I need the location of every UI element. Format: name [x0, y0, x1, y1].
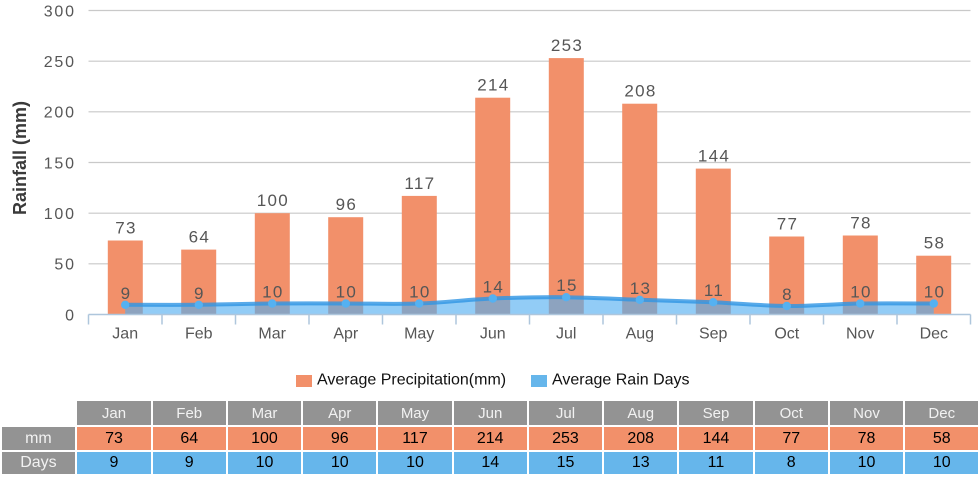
svg-text:117: 117 — [404, 174, 435, 193]
svg-text:78: 78 — [850, 214, 872, 233]
svg-text:11: 11 — [704, 281, 724, 300]
svg-text:200: 200 — [44, 105, 76, 122]
svg-text:96: 96 — [336, 195, 358, 214]
svg-text:214: 214 — [477, 76, 509, 95]
svg-text:May: May — [404, 325, 434, 342]
svg-text:13: 13 — [630, 279, 652, 298]
svg-text:144: 144 — [698, 147, 730, 166]
svg-text:10: 10 — [262, 283, 284, 302]
svg-text:Jan: Jan — [112, 325, 138, 342]
svg-text:10: 10 — [924, 283, 946, 302]
svg-text:100: 100 — [44, 206, 76, 223]
svg-text:Sep: Sep — [699, 325, 728, 342]
svg-text:Apr: Apr — [333, 325, 359, 342]
svg-text:Nov: Nov — [846, 325, 874, 342]
svg-text:0: 0 — [65, 307, 76, 324]
svg-text:Jun: Jun — [480, 325, 506, 342]
svg-text:Aug: Aug — [626, 325, 654, 342]
svg-text:Average Rain Days: Average Rain Days — [552, 372, 690, 389]
svg-text:9: 9 — [121, 284, 132, 303]
svg-text:Mar: Mar — [258, 325, 286, 342]
svg-text:100: 100 — [257, 191, 289, 210]
svg-text:Feb: Feb — [185, 325, 213, 342]
svg-text:8: 8 — [782, 285, 793, 304]
svg-text:253: 253 — [551, 36, 583, 55]
svg-text:9: 9 — [194, 284, 205, 303]
svg-text:Rainfall (mm): Rainfall (mm) — [10, 101, 30, 215]
svg-text:10: 10 — [850, 283, 872, 302]
svg-text:Dec: Dec — [920, 325, 948, 342]
svg-text:14: 14 — [483, 278, 505, 297]
svg-text:15: 15 — [556, 276, 578, 295]
svg-text:Jul: Jul — [556, 325, 576, 342]
svg-text:208: 208 — [624, 82, 656, 101]
svg-text:300: 300 — [44, 3, 76, 20]
svg-text:50: 50 — [54, 257, 75, 274]
svg-text:10: 10 — [336, 283, 358, 302]
svg-text:Average Precipitation(mm): Average Precipitation(mm) — [317, 372, 506, 389]
svg-text:58: 58 — [924, 234, 946, 253]
svg-text:150: 150 — [44, 155, 76, 172]
svg-text:Oct: Oct — [774, 325, 799, 342]
svg-text:77: 77 — [777, 215, 799, 234]
svg-text:10: 10 — [409, 283, 431, 302]
svg-text:64: 64 — [189, 228, 211, 247]
svg-text:73: 73 — [115, 219, 137, 238]
svg-text:250: 250 — [44, 54, 76, 71]
